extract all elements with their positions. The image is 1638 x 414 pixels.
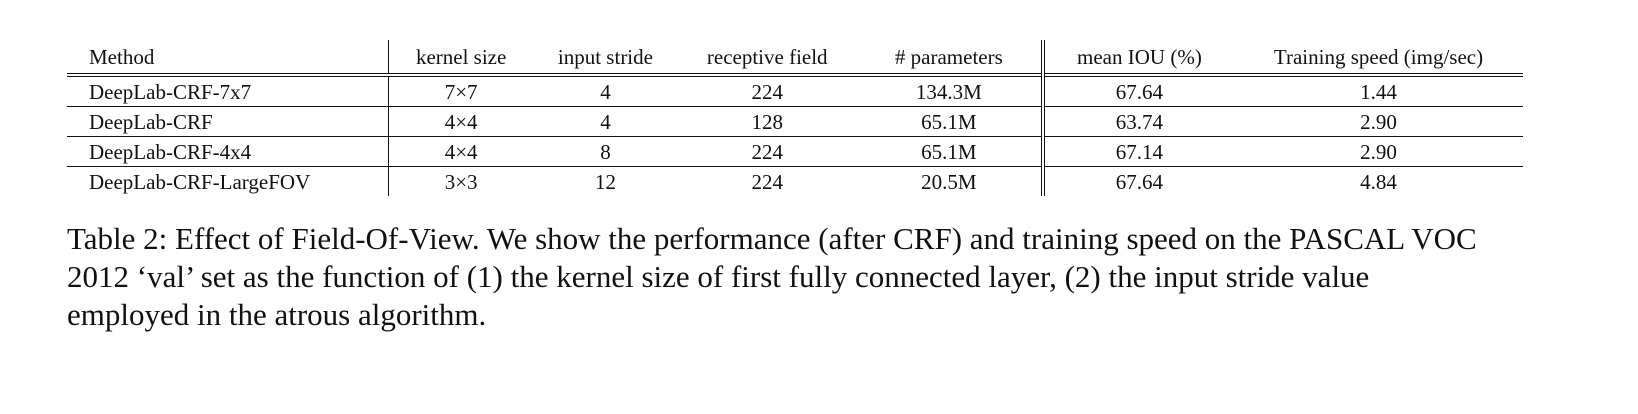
table-row: DeepLab-CRF 4×4 4 128 65.1M 63.74 2.90 <box>67 106 1523 137</box>
cell-receptive-field: 224 <box>751 139 783 164</box>
header-row: Method kernel size input stride receptiv… <box>67 40 1523 75</box>
cell-method: DeepLab-CRF-LargeFOV <box>89 169 311 194</box>
cell-parameters: 65.1M <box>856 106 1045 137</box>
cell-input-stride: 4 <box>600 109 611 134</box>
table-caption: Table 2: Effect of Field-Of-View. We sho… <box>67 221 1477 332</box>
cell-method: DeepLab-CRF <box>89 109 213 134</box>
header-training-speed: Training speed (img/sec) <box>1273 44 1484 69</box>
cell-receptive-field: 128 <box>751 109 783 134</box>
cell-kernel-size: 4×4 <box>387 106 534 137</box>
table-row: DeepLab-CRF-LargeFOV 3×3 12 224 20.5M 67… <box>67 166 1523 196</box>
table-body: DeepLab-CRF-7x7 7×7 4 224 134.3M 67.64 1… <box>67 75 1523 196</box>
header-method: Method <box>89 44 155 69</box>
cell-training-speed: 4.84 <box>1360 169 1397 194</box>
cell-parameters: 134.3M <box>856 75 1045 107</box>
cell-method: DeepLab-CRF-4x4 <box>89 139 252 164</box>
cell-receptive-field: 224 <box>751 79 783 104</box>
table-row: DeepLab-CRF-7x7 7×7 4 224 134.3M 67.64 1… <box>67 75 1523 107</box>
header-mean-iou: mean IOU (%) <box>1077 44 1202 69</box>
table-header: Method kernel size input stride receptiv… <box>67 40 1523 75</box>
cell-kernel-size: 4×4 <box>387 136 534 167</box>
cell-mean-iou: 67.64 <box>1115 169 1164 194</box>
cell-parameters: 20.5M <box>856 166 1045 196</box>
cell-input-stride: 4 <box>600 79 611 104</box>
cell-receptive-field: 224 <box>751 169 783 194</box>
fov-results-table: Method kernel size input stride receptiv… <box>67 40 1523 196</box>
cell-kernel-size: 7×7 <box>387 75 534 107</box>
cell-training-speed: 2.90 <box>1360 139 1397 164</box>
header-input-stride: input stride <box>557 44 653 69</box>
cell-mean-iou: 67.14 <box>1115 139 1164 164</box>
header-receptive-field: receptive field <box>706 44 828 69</box>
cell-mean-iou: 67.64 <box>1115 79 1164 104</box>
cell-parameters: 65.1M <box>856 136 1045 167</box>
cell-training-speed: 2.90 <box>1360 109 1397 134</box>
cell-mean-iou: 63.74 <box>1115 109 1164 134</box>
header-parameters: # parameters <box>856 40 1045 75</box>
cell-input-stride: 8 <box>600 139 611 164</box>
cell-method: DeepLab-CRF-7x7 <box>89 79 252 104</box>
cell-input-stride: 12 <box>594 169 616 194</box>
cell-kernel-size: 3×3 <box>387 166 534 196</box>
table-row: DeepLab-CRF-4x4 4×4 8 224 65.1M 67.14 2.… <box>67 136 1523 167</box>
results-table-container: Method kernel size input stride receptiv… <box>67 40 1523 196</box>
cell-training-speed: 1.44 <box>1360 79 1397 104</box>
header-kernel-size: kernel size <box>387 40 534 75</box>
